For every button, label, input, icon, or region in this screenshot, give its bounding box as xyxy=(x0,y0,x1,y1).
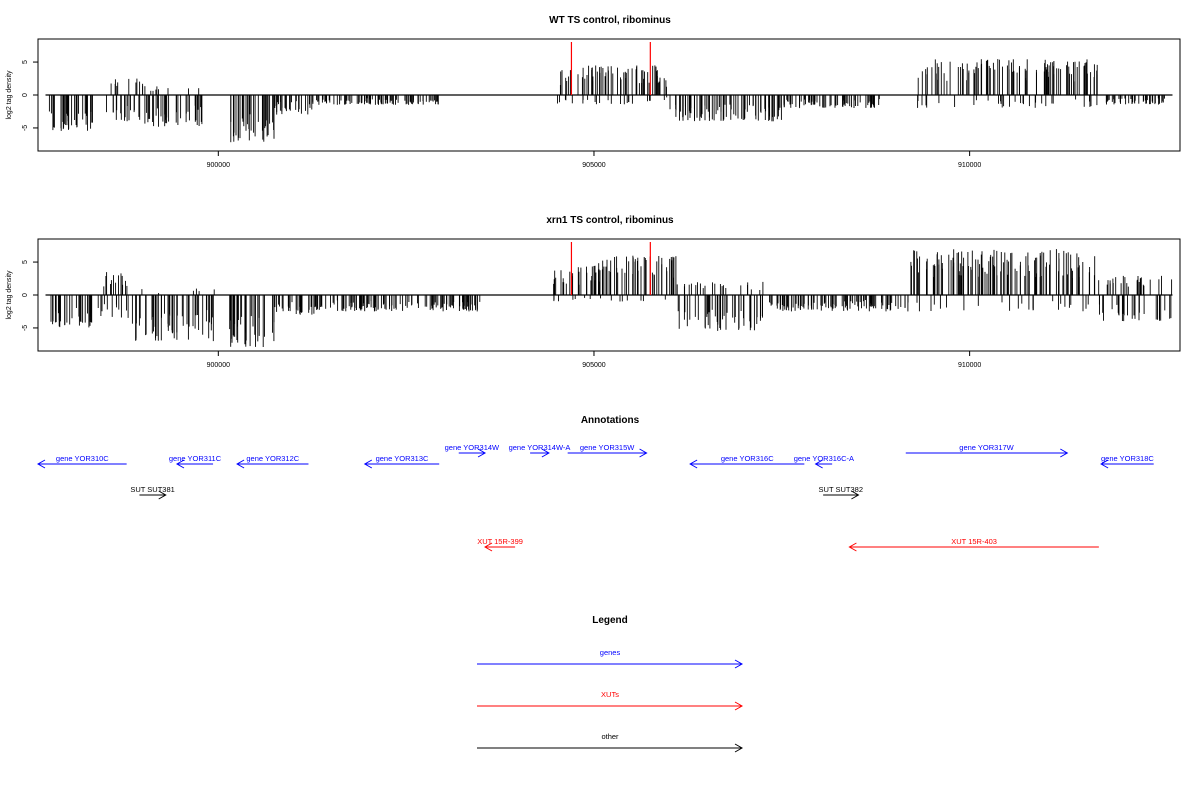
x-tick-label: 910000 xyxy=(958,362,981,369)
annotation-feature: XUT 15R-399 xyxy=(477,537,523,552)
xrn1-marker-lines xyxy=(570,242,651,295)
feature-label: gene YOR314W-A xyxy=(509,443,571,452)
feature-label: gene YOR316C-A xyxy=(794,454,854,463)
annotation-feature: SUT SUT382 xyxy=(819,485,863,500)
legend-title: Legend xyxy=(592,615,628,626)
strand-arrowhead xyxy=(541,448,550,458)
strand-arrowhead xyxy=(175,459,185,469)
wt-panel: WT TS control, ribominus log2 tag densit… xyxy=(6,15,1181,169)
strand-arrowhead xyxy=(851,490,860,500)
x-tick-label: 900000 xyxy=(207,362,230,369)
annotation-feature: gene YOR312C xyxy=(236,454,309,469)
annotations-track: Annotations gene YOR310C gene YOR311C gene… xyxy=(36,415,1154,552)
annotation-feature: gene YOR313C xyxy=(363,454,440,469)
strand-arrowhead xyxy=(477,448,487,458)
xrn1-signal xyxy=(45,249,1173,347)
x-tick-label: 900000 xyxy=(207,162,230,169)
legend-items: genes XUTs other xyxy=(477,648,744,753)
annotation-feature: gene YOR311C xyxy=(169,454,222,469)
x-tick-label: 910000 xyxy=(958,162,981,169)
legend-item-genes: genes xyxy=(477,648,744,669)
strand-arrowhead xyxy=(484,542,493,552)
strand-arrowhead xyxy=(1060,448,1069,458)
feature-label: SUT SUT382 xyxy=(819,485,863,494)
feature-label: gene YOR314W xyxy=(445,443,500,452)
legend-label: XUTs xyxy=(601,690,619,699)
strand-arrowhead xyxy=(36,459,46,469)
legend-label: other xyxy=(601,732,619,741)
annotation-feature: SUT SUT381 xyxy=(130,485,175,500)
x-tick-label: 905000 xyxy=(582,362,605,369)
strand-arrowhead xyxy=(689,459,698,469)
y-tick-label: -5 xyxy=(22,325,29,331)
xrn1-y-axis: -5 0 5 xyxy=(22,260,38,331)
wt-x-axis: 900000 905000 910000 xyxy=(207,151,981,169)
legend-arrowhead xyxy=(734,659,744,669)
legend-item-xuts: XUTs xyxy=(477,690,744,711)
feature-label: gene YOR316C xyxy=(721,454,774,463)
annotation-feature: gene YOR316C xyxy=(689,454,805,469)
strand-arrowhead xyxy=(158,490,167,500)
xrn1-ylabel: log2 tag density xyxy=(6,270,13,320)
strand-arrowhead xyxy=(236,459,245,469)
annotations-title: Annotations xyxy=(581,415,640,426)
legend-label: genes xyxy=(600,648,621,657)
x-tick-label: 905000 xyxy=(582,162,605,169)
annotation-feature: gene YOR318C xyxy=(1100,454,1154,469)
feature-label: SUT SUT381 xyxy=(130,485,174,494)
legend-arrowhead xyxy=(734,701,744,711)
feature-label: gene YOR313C xyxy=(376,454,429,463)
annotation-feature: gene YOR317W xyxy=(905,443,1069,458)
annotation-feature: gene YOR315W xyxy=(567,443,648,458)
xrn1-x-axis: 900000 905000 910000 xyxy=(207,351,981,369)
strand-arrowhead xyxy=(639,448,648,458)
xrn1-title: xrn1 TS control, ribominus xyxy=(546,215,674,226)
y-tick-label: 5 xyxy=(22,60,29,64)
legend-arrowhead xyxy=(734,743,744,753)
feature-label: gene YOR312C xyxy=(246,454,299,463)
strand-arrowhead xyxy=(363,459,373,469)
feature-label: gene YOR318C xyxy=(1101,454,1154,463)
wt-marker-lines xyxy=(570,42,651,95)
wt-ylabel: log2 tag density xyxy=(6,70,13,120)
annotation-feature: gene YOR314W xyxy=(445,443,500,458)
annotation-feature: gene YOR310C xyxy=(36,454,127,469)
annotation-features: gene YOR310C gene YOR311C gene YOR312C gene… xyxy=(36,443,1154,552)
strand-arrowhead xyxy=(1100,459,1109,469)
feature-label: XUT 15R-399 xyxy=(477,537,523,546)
feature-label: XUT 15R-403 xyxy=(951,537,997,546)
strand-arrowhead xyxy=(814,459,823,469)
wt-signal xyxy=(45,59,1173,143)
y-tick-label: -5 xyxy=(22,125,29,131)
feature-label: gene YOR317W xyxy=(959,443,1014,452)
legend-item-other: other xyxy=(477,732,744,753)
annotation-feature: gene YOR316C-A xyxy=(794,454,854,469)
annotation-feature: XUT 15R-403 xyxy=(848,537,1099,552)
y-tick-label: 0 xyxy=(22,93,29,97)
feature-label: gene YOR310C xyxy=(56,454,109,463)
feature-label: gene YOR315W xyxy=(580,443,635,452)
xrn1-panel: xrn1 TS control, ribominus log2 tag dens… xyxy=(6,215,1181,369)
y-tick-label: 5 xyxy=(22,260,29,264)
y-tick-label: 0 xyxy=(22,293,29,297)
wt-title: WT TS control, ribominus xyxy=(549,15,671,26)
feature-label: gene YOR311C xyxy=(169,454,222,463)
annotation-feature: gene YOR314W-A xyxy=(509,443,571,458)
strand-arrowhead xyxy=(848,542,857,552)
wt-y-axis: -5 0 5 xyxy=(22,60,38,131)
legend: Legend genes XUTs other xyxy=(477,615,744,753)
